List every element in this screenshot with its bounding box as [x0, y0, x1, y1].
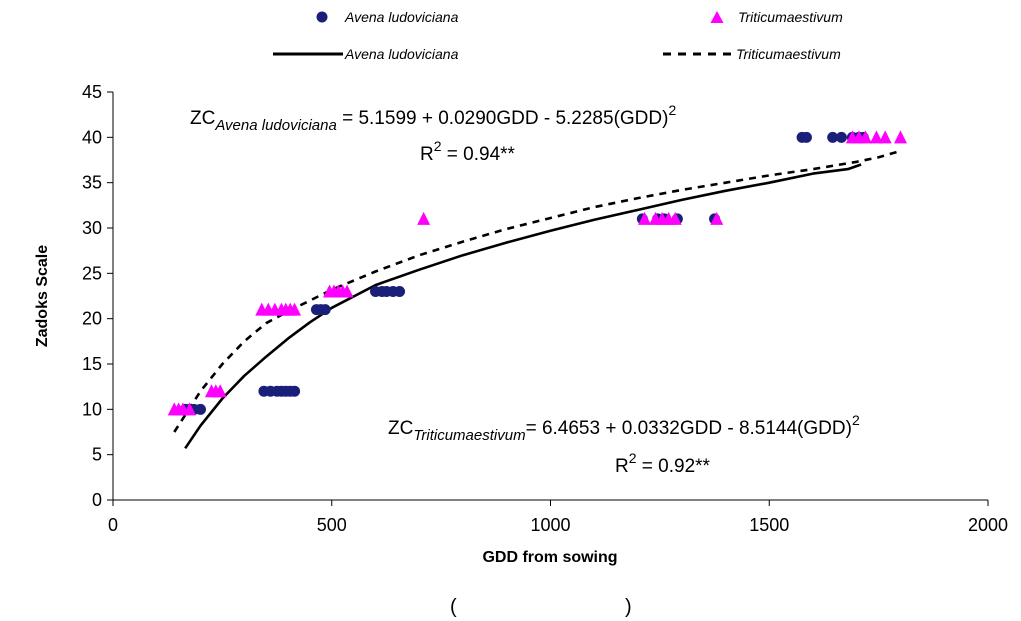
data-point-avena: [319, 304, 331, 316]
data-point-triticum: [213, 384, 227, 398]
equation-avena-prefix: ZC: [190, 108, 215, 129]
y-tick-label: 25: [82, 263, 102, 283]
equation-triticum-prefix: ZC: [388, 418, 413, 439]
series-points: [167, 130, 907, 416]
r2-avena-value: = 0.94**: [442, 144, 516, 165]
data-point-triticum: [668, 211, 682, 225]
r2-triticum-value: = 0.92**: [637, 456, 711, 477]
equation-triticum-superscript: 2: [852, 412, 860, 428]
r2-avena-superscript: 2: [434, 138, 442, 154]
data-point-avena: [800, 131, 812, 143]
legend-marker-avena-points: [316, 11, 328, 23]
x-tick-label: 1500: [749, 515, 789, 535]
legend-label-triticum-line: Triticumaestivum: [736, 46, 841, 62]
data-point-triticum: [710, 211, 724, 225]
legend: Avena ludoviciana Triticumaestivum Avena…: [273, 9, 843, 62]
equation-triticum-subscript: Triticumaestivum: [413, 427, 525, 444]
y-tick-label: 30: [82, 218, 102, 238]
y-tick-label: 20: [82, 309, 102, 329]
equation-avena-body: = 5.1599 + 0.0290GDD - 5.2285(GDD): [337, 108, 669, 129]
data-point-avena: [195, 403, 206, 415]
data-point-avena: [394, 285, 406, 297]
x-tick-label: 1000: [530, 515, 570, 535]
data-point-triticum: [183, 402, 197, 416]
y-axis-title: Zadoks Scale: [34, 245, 51, 347]
r2-triticum-superscript: 2: [629, 450, 637, 466]
data-point-triticum: [417, 211, 431, 225]
data-point-triticum: [288, 302, 302, 316]
data-point-triticum: [340, 284, 354, 298]
y-tick-label: 45: [82, 82, 102, 102]
data-point-triticum: [869, 130, 883, 144]
equation-avena-subscript: Avena ludoviciana: [214, 117, 336, 134]
x-tick-label: 0: [108, 515, 118, 535]
r2-avena: R2 = 0.94**: [420, 138, 516, 165]
r2-triticum: R2 = 0.92**: [615, 450, 711, 477]
y-tick-label: 5: [92, 445, 102, 465]
x-tick-label: 500: [317, 515, 347, 535]
y-tick-label: 35: [82, 173, 102, 193]
series-line-avena: [184, 163, 862, 450]
equation-triticum: ZCTriticumaestivum= 6.4653 + 0.0332GDD -…: [388, 412, 860, 444]
equation-avena: ZCAvena ludoviciana = 5.1599 + 0.0290GDD…: [190, 102, 676, 134]
r2-avena-label: R: [420, 144, 434, 165]
data-point-triticum: [878, 130, 892, 144]
data-point-triticum: [638, 211, 652, 225]
series-lines: [173, 149, 901, 450]
x-tick-label: 2000: [968, 515, 1008, 535]
equation-triticum-body: = 6.4653 + 0.0332GDD - 8.5144(GDD): [526, 418, 852, 439]
equation-avena-superscript: 2: [668, 102, 676, 118]
y-tick-label: 15: [82, 354, 102, 374]
legend-label-avena-line: Avena ludoviciana: [344, 46, 459, 62]
data-point-avena: [827, 131, 839, 143]
x-axis-title: GDD from sowing: [482, 549, 617, 566]
caption-open-paren: (: [450, 596, 457, 618]
caption-close-paren: ): [625, 596, 632, 618]
y-tick-label: 40: [82, 127, 102, 147]
data-point-avena: [835, 131, 847, 143]
data-point-triticum: [894, 130, 907, 144]
r2-triticum-label: R: [615, 456, 629, 477]
data-point-triticum: [859, 130, 872, 144]
data-point-avena: [289, 385, 301, 397]
legend-label-triticum-points: Triticumaestivum: [738, 9, 843, 25]
y-tick-label: 10: [82, 399, 102, 419]
legend-label-avena-points: Avena ludoviciana: [344, 9, 459, 25]
legend-marker-triticum-points: [710, 11, 724, 23]
ticks: 0 5 10 15 20 25 30 35 40 45 0 500 1000 1500 2000: [82, 82, 1008, 535]
y-tick-label: 0: [92, 490, 102, 510]
